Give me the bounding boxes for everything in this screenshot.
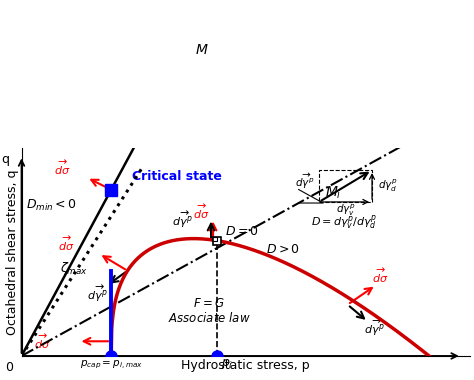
Text: q: q bbox=[1, 153, 9, 166]
Bar bbox=[319, 170, 372, 202]
Text: $d\gamma^p_d$: $d\gamma^p_d$ bbox=[378, 178, 398, 194]
Text: $F = G$: $F = G$ bbox=[193, 297, 225, 310]
Text: $\overrightarrow{d\gamma^p}$: $\overrightarrow{d\gamma^p}$ bbox=[295, 171, 315, 191]
Text: $d\gamma^p_v$: $d\gamma^p_v$ bbox=[336, 203, 356, 218]
Text: 0: 0 bbox=[5, 361, 13, 374]
Text: $M_i$: $M_i$ bbox=[325, 184, 342, 201]
Text: Critical state: Critical state bbox=[132, 170, 221, 183]
Text: $Associate\ law$: $Associate\ law$ bbox=[168, 311, 250, 325]
Text: $D > 0$: $D > 0$ bbox=[266, 243, 300, 256]
Text: $\zeta_{max}$: $\zeta_{max}$ bbox=[60, 260, 88, 277]
Text: $D = 0$: $D = 0$ bbox=[225, 225, 259, 238]
Text: $\overrightarrow{d\gamma^p}$: $\overrightarrow{d\gamma^p}$ bbox=[87, 283, 108, 304]
Text: $\overrightarrow{d\sigma}$: $\overrightarrow{d\sigma}$ bbox=[192, 203, 209, 221]
Text: $D = d\gamma^p_v/d\gamma^p_d$: $D = d\gamma^p_v/d\gamma^p_d$ bbox=[311, 214, 377, 232]
Text: $\overrightarrow{d\sigma}$: $\overrightarrow{d\sigma}$ bbox=[54, 159, 71, 177]
Text: $\overrightarrow{d\sigma}$: $\overrightarrow{d\sigma}$ bbox=[58, 235, 74, 253]
Text: $M$: $M$ bbox=[195, 43, 209, 57]
Text: $\overrightarrow{d\sigma}$: $\overrightarrow{d\sigma}$ bbox=[372, 266, 388, 285]
Y-axis label: Octahedral shear stress, q: Octahedral shear stress, q bbox=[6, 169, 19, 335]
Text: $D_{min} < 0$: $D_{min} < 0$ bbox=[26, 198, 76, 214]
Text: $\overrightarrow{d\gamma^p}$: $\overrightarrow{d\gamma^p}$ bbox=[172, 209, 193, 230]
Bar bbox=[212, 238, 217, 241]
Text: $p_{cap}=p_{i,max}$: $p_{cap}=p_{i,max}$ bbox=[80, 358, 143, 370]
Text: $\overrightarrow{d\sigma}$: $\overrightarrow{d\sigma}$ bbox=[34, 332, 50, 351]
X-axis label: Hydrostatic stress, p: Hydrostatic stress, p bbox=[182, 359, 310, 372]
Text: $\overrightarrow{d\gamma^p}$: $\overrightarrow{d\gamma^p}$ bbox=[364, 317, 384, 338]
Text: $p_i$: $p_i$ bbox=[221, 357, 234, 371]
